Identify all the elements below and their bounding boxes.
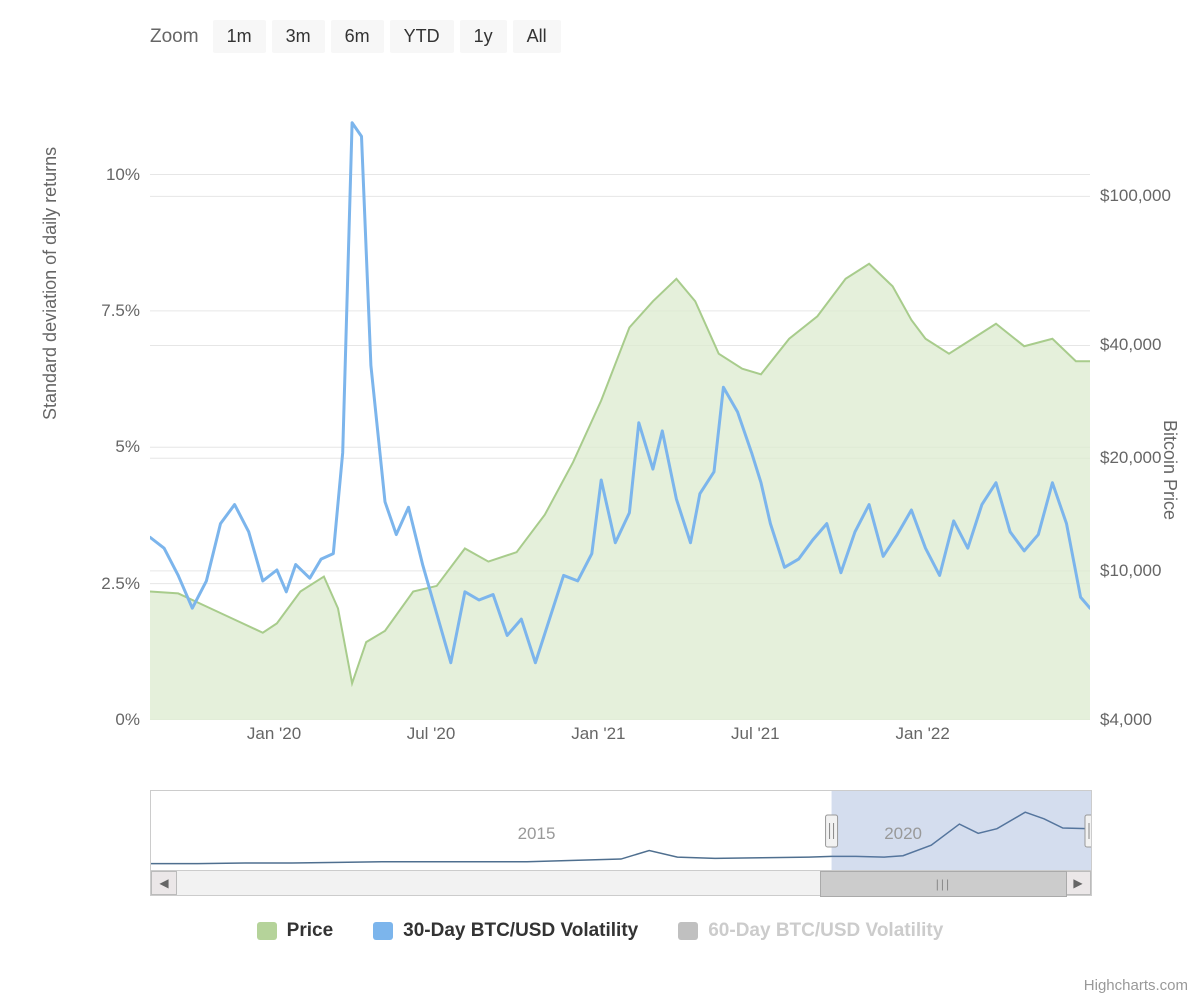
left-axis: 0%2.5%5%7.5%10% — [0, 120, 150, 720]
navigator-svg: 2015 2020 — [151, 791, 1091, 871]
x-tick: Jul '21 — [731, 724, 780, 744]
zoom-all-button[interactable]: All — [513, 20, 561, 53]
legend-swatch-vol30 — [373, 922, 393, 940]
legend: Price 30-Day BTC/USD Volatility 60-Day B… — [0, 920, 1200, 942]
navigator[interactable]: 2015 2020 — [150, 790, 1092, 872]
plot-area[interactable] — [150, 120, 1090, 720]
navigator-scrollbar[interactable]: ◀ ||| ▶ — [150, 870, 1092, 896]
legend-label-vol60: 60-Day BTC/USD Volatility — [708, 920, 943, 942]
zoom-bar: Zoom 1m 3m 6m YTD 1y All — [150, 20, 561, 53]
legend-label-price: Price — [287, 920, 333, 942]
legend-item-vol60[interactable]: 60-Day BTC/USD Volatility — [678, 920, 943, 942]
left-tick: 0% — [115, 710, 140, 730]
zoom-label: Zoom — [150, 26, 199, 48]
x-tick: Jan '22 — [896, 724, 950, 744]
chart-credit[interactable]: Highcharts.com — [1084, 977, 1188, 994]
chart-container: Zoom 1m 3m 6m YTD 1y All Standard deviat… — [0, 0, 1200, 1000]
zoom-ytd-button[interactable]: YTD — [390, 20, 454, 53]
right-axis: $4,000$10,000$20,000$40,000$100,000 — [1090, 120, 1200, 720]
left-tick: 10% — [106, 165, 140, 185]
svg-text:2015: 2015 — [518, 824, 556, 843]
x-tick: Jul '20 — [407, 724, 456, 744]
right-tick: $20,000 — [1100, 448, 1161, 468]
legend-item-price[interactable]: Price — [257, 920, 333, 942]
left-tick: 7.5% — [101, 301, 140, 321]
zoom-1m-button[interactable]: 1m — [213, 20, 266, 53]
left-tick: 2.5% — [101, 574, 140, 594]
right-tick: $10,000 — [1100, 561, 1161, 581]
scrollbar-left-arrow[interactable]: ◀ — [151, 871, 177, 895]
zoom-6m-button[interactable]: 6m — [331, 20, 384, 53]
svg-text:2020: 2020 — [884, 824, 922, 843]
x-tick: Jan '20 — [247, 724, 301, 744]
scrollbar-thumb[interactable]: ||| — [820, 871, 1067, 897]
zoom-1y-button[interactable]: 1y — [460, 20, 507, 53]
zoom-3m-button[interactable]: 3m — [272, 20, 325, 53]
right-tick: $4,000 — [1100, 710, 1152, 730]
scrollbar-track[interactable]: ||| — [177, 871, 1065, 895]
scrollbar-right-arrow[interactable]: ▶ — [1065, 871, 1091, 895]
right-tick: $40,000 — [1100, 335, 1161, 355]
legend-label-vol30: 30-Day BTC/USD Volatility — [403, 920, 638, 942]
legend-swatch-vol60 — [678, 922, 698, 940]
legend-swatch-price — [257, 922, 277, 940]
right-tick: $100,000 — [1100, 186, 1171, 206]
x-axis: Jan '20 Jul '20 Jan '21 Jul '21 Jan '22 — [150, 720, 1090, 750]
left-tick: 5% — [115, 437, 140, 457]
legend-item-vol30[interactable]: 30-Day BTC/USD Volatility — [373, 920, 638, 942]
chart-svg — [150, 120, 1090, 720]
x-tick: Jan '21 — [571, 724, 625, 744]
